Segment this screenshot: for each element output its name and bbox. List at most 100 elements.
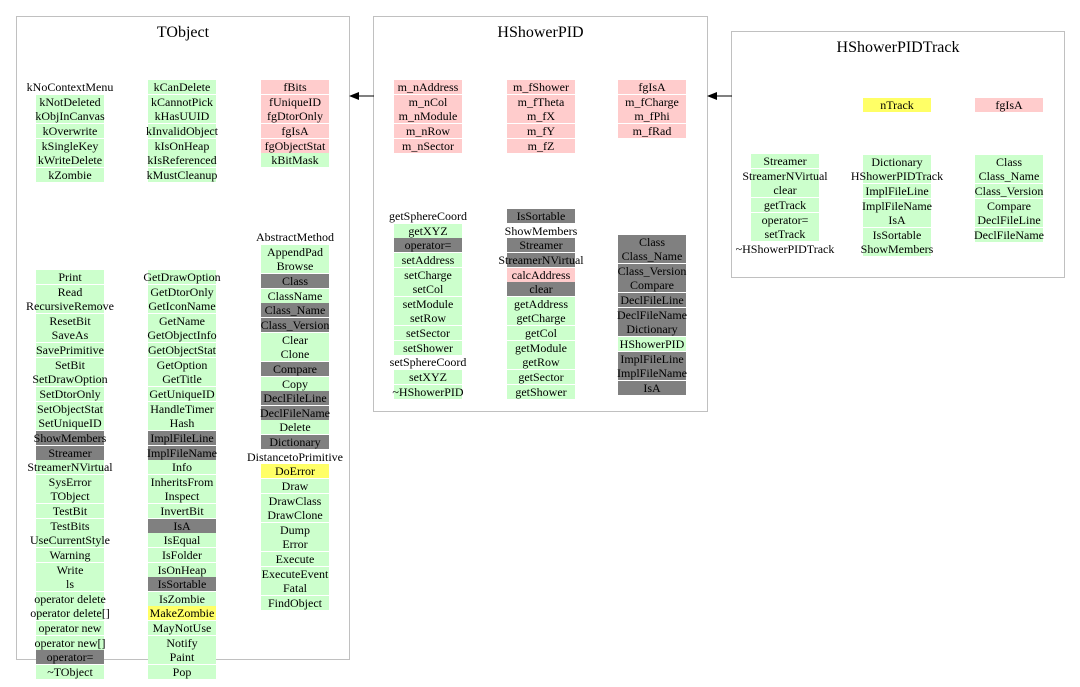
member-method: HandleTimer xyxy=(122,401,242,416)
member-swatch xyxy=(148,109,216,124)
member-swatch xyxy=(36,562,104,577)
member-swatch xyxy=(261,435,329,449)
member-swatch xyxy=(36,416,104,431)
member-label: Write xyxy=(56,562,84,577)
member-inherited: IsA xyxy=(592,380,712,395)
member-method: DrawClone xyxy=(235,508,355,523)
member-method: Read xyxy=(10,284,130,299)
member-swatch xyxy=(618,322,686,337)
member-method: StreamerNVirtual xyxy=(10,460,130,475)
member-swatch xyxy=(36,430,104,445)
member-data-member: m_nModule xyxy=(368,109,488,124)
member-swatch xyxy=(394,296,462,311)
member-data-member: m_fCharge xyxy=(592,94,712,109)
member-swatch xyxy=(148,123,216,138)
member-method: GetTitle xyxy=(122,372,242,387)
member-label: ImplFileName xyxy=(617,366,687,381)
member-swatch xyxy=(507,369,575,384)
member-data-member: m_nRow xyxy=(368,123,488,138)
member-method: StreamerNVirtual xyxy=(725,168,845,183)
member-label: ImplFileLine xyxy=(865,183,929,198)
member-method: kZombie xyxy=(10,167,130,182)
member-plain: ~HShowerPIDTrack xyxy=(725,242,845,256)
member-label: kMustCleanup xyxy=(146,167,218,182)
member-swatch xyxy=(261,347,329,362)
member-inherited: Streamer xyxy=(10,445,130,460)
member-swatch xyxy=(863,183,931,198)
member-swatch xyxy=(751,168,819,183)
member-swatch xyxy=(148,80,216,94)
member-label: Class_Name xyxy=(264,303,326,318)
member-swatch xyxy=(261,153,329,168)
member-method: Delete xyxy=(235,420,355,435)
member-method: setXYZ xyxy=(368,369,488,384)
member-label: Print xyxy=(58,269,82,284)
member-label: ShowMembers xyxy=(860,242,934,257)
member-swatch xyxy=(507,80,575,94)
member-method: setModule xyxy=(368,296,488,311)
member-label: Inspect xyxy=(164,489,200,504)
member-inherited: Class_Version xyxy=(592,263,712,278)
member-swatch xyxy=(148,372,216,387)
member-label: GetDtorOnly xyxy=(150,284,214,299)
member-plain: DistancetoPrimitive xyxy=(235,450,355,464)
member-label: Streamer xyxy=(519,238,563,253)
member-swatch xyxy=(261,123,329,138)
member-swatch xyxy=(148,664,216,679)
member-swatch xyxy=(261,405,329,420)
member-inherited: DeclFileLine xyxy=(592,293,712,307)
member-swatch xyxy=(394,282,462,297)
member-swatch xyxy=(36,313,104,328)
member-label: Dictionary xyxy=(871,154,923,169)
member-method: kIsReferenced xyxy=(122,153,242,168)
member-label: Info xyxy=(172,460,192,475)
member-label: m_nSector xyxy=(402,138,454,153)
member-label: AppendPad xyxy=(267,244,323,259)
member-swatch xyxy=(507,282,575,297)
member-method: kInvalidObject xyxy=(122,123,242,138)
member-swatch xyxy=(36,518,104,533)
member-swatch xyxy=(148,416,216,431)
class-title: HShowerPIDTrack xyxy=(836,39,960,56)
member-method: IsEqual xyxy=(122,533,242,548)
member-label: kZombie xyxy=(48,167,92,182)
member-swatch xyxy=(148,474,216,489)
member-swatch xyxy=(36,343,104,358)
member-label: RecursiveRemove xyxy=(26,299,114,314)
member-method: TestBits xyxy=(10,518,130,533)
member-label: getRow xyxy=(522,355,560,370)
member-method: RecursiveRemove xyxy=(10,299,130,314)
member-swatch xyxy=(618,249,686,264)
member-inherited: IsSortable xyxy=(122,577,242,592)
member-label: operator new xyxy=(38,621,102,635)
member-swatch xyxy=(261,80,329,94)
member-label: GetOption xyxy=(156,357,208,372)
member-method: GetObjectInfo xyxy=(122,328,242,343)
member-method: TObject xyxy=(10,489,130,504)
member-method: kWriteDelete xyxy=(10,153,130,168)
member-swatch xyxy=(148,386,216,401)
member-method: IsSortable xyxy=(837,227,957,242)
member-swatch xyxy=(36,445,104,460)
member-label: getSphereCoord xyxy=(389,208,467,223)
member-swatch xyxy=(751,212,819,227)
member-method: GetDrawOption xyxy=(122,269,242,284)
member-swatch xyxy=(394,80,462,94)
member-data-member: fgIsA xyxy=(592,80,712,94)
member-swatch xyxy=(618,307,686,322)
member-swatch xyxy=(507,311,575,326)
member-label: MayNotUse xyxy=(152,621,212,635)
member-swatch xyxy=(148,269,216,284)
member-label: Compare xyxy=(273,361,317,376)
member-label: Streamer xyxy=(48,445,92,460)
member-swatch xyxy=(148,504,216,518)
member-swatch xyxy=(36,489,104,504)
member-label: m_nRow xyxy=(405,123,450,138)
member-swatch xyxy=(148,167,216,182)
member-label: m_fPhi xyxy=(634,109,670,124)
member-label: getXYZ xyxy=(408,223,448,238)
member-swatch xyxy=(863,98,931,112)
member-label: m_fX xyxy=(527,109,555,124)
member-method: GetIconName xyxy=(122,299,242,314)
member-swatch xyxy=(148,313,216,328)
